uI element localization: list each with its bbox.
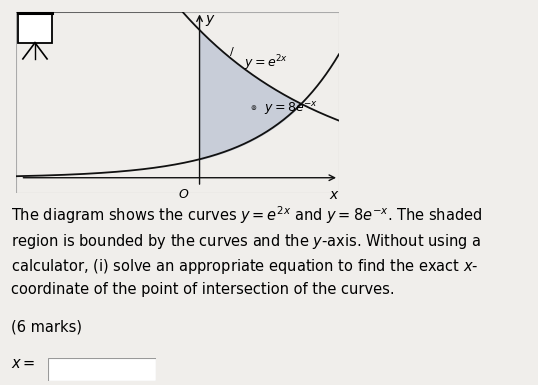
Text: The diagram shows the curves $y = e^{2x}$ and $y = 8e^{-x}$. The shaded
region i: The diagram shows the curves $y = e^{2x}… — [11, 204, 482, 297]
Text: (6 marks): (6 marks) — [11, 320, 82, 335]
Text: $x =$: $x =$ — [11, 357, 36, 371]
Text: $O$: $O$ — [178, 188, 189, 201]
Text: $y$: $y$ — [206, 13, 216, 28]
Text: /: / — [230, 47, 233, 57]
Text: $\circledcirc$: $\circledcirc$ — [250, 103, 258, 112]
Text: $x$: $x$ — [329, 188, 340, 202]
Text: $y = 8e^{-x}$: $y = 8e^{-x}$ — [264, 100, 318, 117]
Text: $y = e^{2x}$: $y = e^{2x}$ — [244, 54, 288, 73]
FancyBboxPatch shape — [18, 13, 52, 43]
